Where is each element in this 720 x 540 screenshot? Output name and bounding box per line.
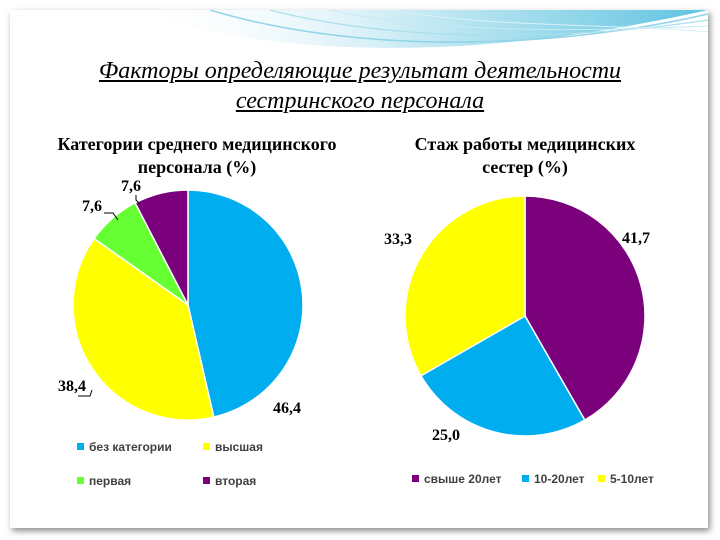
chart1-leader-line-1 bbox=[78, 389, 93, 397]
chart2-legend-swatch-0 bbox=[412, 475, 419, 482]
chart1-legend-swatch-3 bbox=[203, 477, 210, 484]
chart1-data-label-1: 38,4 bbox=[58, 378, 86, 395]
chart2-data-label-0: 41,7 bbox=[622, 230, 650, 247]
chart1-legend-swatch-0 bbox=[77, 443, 84, 450]
chart1-slice-3 bbox=[134, 189, 189, 306]
decorative-waves bbox=[130, 10, 708, 48]
chart1-title-line2: персонала (%) bbox=[137, 157, 257, 177]
chart2-slice-1 bbox=[419, 314, 586, 437]
chart1-legend-swatch-2 bbox=[77, 477, 84, 484]
chart2-legend-label-0: свыше 20лет bbox=[424, 472, 502, 486]
chart1-legend-label-1: высшая bbox=[215, 440, 263, 454]
chart2-legend-label-1: 10-20лет bbox=[534, 472, 585, 486]
chart1-slice-0 bbox=[187, 189, 304, 418]
chart2-slice-2 bbox=[404, 195, 526, 377]
chart2-slice-0 bbox=[524, 195, 646, 422]
chart2-legend-label-2: 5-10лет bbox=[610, 472, 654, 486]
chart1-legend-swatch-1 bbox=[203, 443, 210, 450]
chart1-leader-line-2 bbox=[104, 212, 119, 221]
chart2-data-label-1: 25,0 bbox=[432, 427, 460, 444]
chart2-title-line1: Стаж работы медицинских bbox=[414, 134, 636, 154]
slide-title-line1: Факторы определяющие результат деятельно… bbox=[98, 58, 622, 84]
chart1-title-line1: Категории среднего медицинского bbox=[57, 134, 337, 154]
chart1-slice-1 bbox=[72, 237, 215, 421]
chart1-data-label-0: 46,4 bbox=[273, 400, 301, 417]
chart1-data-label-2: 7,6 bbox=[82, 198, 102, 215]
chart1-legend-label-3: вторая bbox=[215, 474, 256, 488]
chart1-legend-label-0: без категории bbox=[89, 440, 172, 454]
chart2-legend-swatch-1 bbox=[522, 475, 529, 482]
chart2-title-line2: сестер (%) bbox=[482, 157, 568, 177]
chart2-legend-swatch-2 bbox=[598, 475, 605, 482]
chart1-data-label-3: 7,6 bbox=[121, 178, 141, 195]
chart1-legend-label-2: первая bbox=[89, 474, 131, 488]
slide-title-line2: сестринского персонала bbox=[235, 88, 485, 114]
chart2-data-label-2: 33,3 bbox=[384, 231, 412, 248]
chart1-leader-line-3 bbox=[135, 195, 141, 205]
